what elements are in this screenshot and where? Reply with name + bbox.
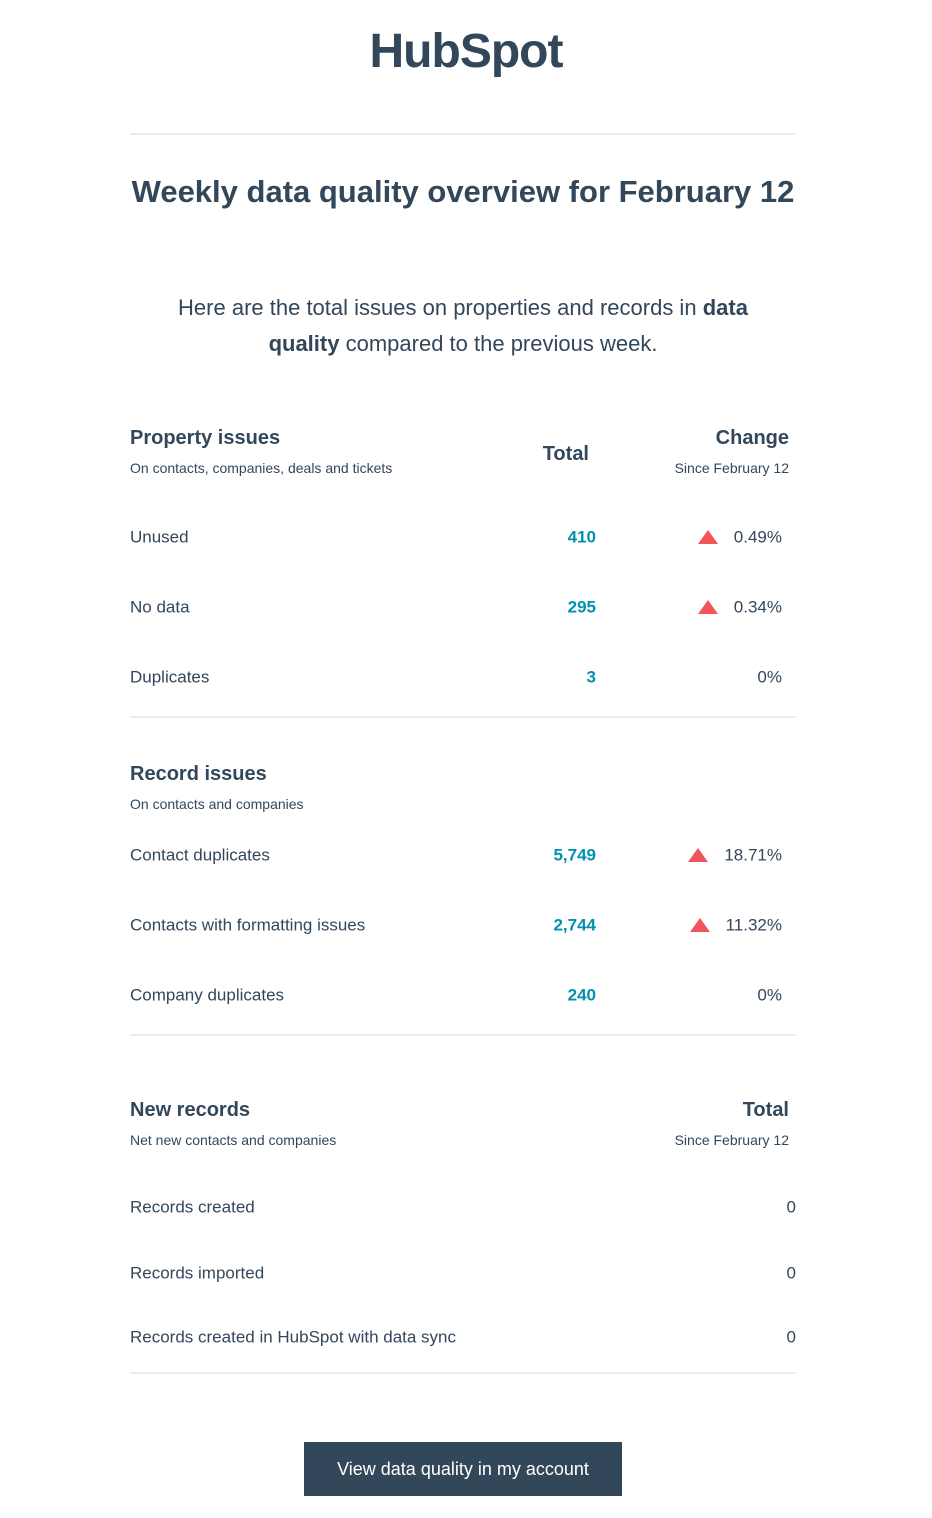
row-change: 0.34%: [733, 597, 782, 617]
section-subtitle: Net new contacts and companies: [130, 1132, 337, 1148]
trend-up-icon: [688, 848, 709, 862]
cta-button[interactable]: View data quality in my account: [304, 1442, 622, 1496]
divider: [130, 716, 796, 718]
section-subtitle: On contacts, companies, deals and ticket…: [130, 460, 393, 476]
row-label: Unused: [130, 527, 189, 547]
row-total: 240: [567, 985, 596, 1005]
divider: [130, 133, 796, 135]
divider: [130, 1034, 796, 1036]
trend-up-icon: [689, 918, 710, 932]
row-label: Records created: [130, 1197, 255, 1217]
section-subtitle: On contacts and companies: [130, 796, 304, 812]
column-header: Total: [742, 1099, 789, 1121]
intro-text: compared to the previous week.: [345, 331, 658, 356]
row-label: Records imported: [130, 1263, 265, 1283]
row-label: Contact duplicates: [130, 845, 270, 865]
row-label: Records created in HubSpot with data syn…: [130, 1327, 457, 1347]
row-label: Company duplicates: [130, 985, 285, 1005]
row-change: 0: [786, 1263, 796, 1283]
section-title: New records: [130, 1099, 251, 1121]
column-subheader: Since February 12: [674, 460, 789, 476]
row-change: 0: [786, 1327, 796, 1347]
row-total: 3: [586, 667, 596, 687]
intro-text: Here are the total issues on properties …: [178, 295, 697, 320]
column-subheader: Since February 12: [674, 1132, 789, 1148]
trend-up-icon: [697, 600, 718, 614]
trend-up-icon: [697, 530, 718, 544]
column-header: Total: [542, 443, 589, 465]
row-change: 18.71%: [724, 845, 782, 865]
logo: HubSpot: [369, 25, 564, 78]
intro-bold: data quality: [268, 295, 748, 356]
row-change: 11.32%: [725, 915, 782, 935]
column-header: Change: [715, 427, 789, 449]
row-label: No data: [130, 597, 190, 617]
row-label: Duplicates: [130, 667, 210, 687]
intro: Here are the total issues on properties …: [140, 290, 786, 362]
section-title: Record issues: [130, 763, 267, 785]
row-change: 0%: [757, 985, 782, 1005]
row-change: 0: [786, 1197, 796, 1217]
divider: [130, 1372, 796, 1374]
row-label: Contacts with formatting issues: [130, 915, 366, 935]
row-change: 0.49%: [733, 527, 782, 547]
row-total: 295: [567, 597, 596, 617]
title: Weekly data quality overview for Februar…: [131, 174, 795, 209]
row-total: 410: [567, 527, 596, 547]
row-total: 5,749: [553, 845, 596, 865]
section-title: Property issues: [130, 427, 281, 449]
row-change: 0%: [757, 667, 782, 687]
row-total: 2,744: [553, 915, 596, 935]
